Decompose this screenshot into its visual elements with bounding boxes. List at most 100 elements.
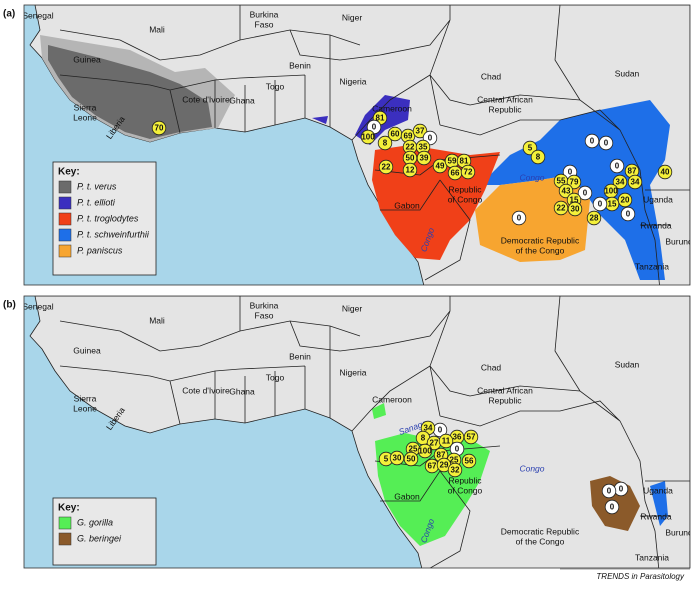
site-marker	[522, 140, 538, 156]
site-value: 0	[610, 503, 615, 512]
place-label: Republic	[448, 475, 482, 485]
site-value: 29	[440, 461, 449, 470]
site-value: 67	[428, 462, 437, 471]
site-value: 12	[406, 166, 415, 175]
site: 0	[592, 196, 608, 212]
place-label: Benin	[289, 60, 311, 70]
site-marker	[598, 135, 614, 151]
site-value: 66	[451, 169, 460, 178]
site-value: 8	[421, 434, 426, 443]
site-value: 27	[430, 439, 439, 448]
site: 12	[402, 162, 418, 178]
site: 0	[609, 158, 625, 174]
place-label: of Congo	[448, 485, 483, 495]
site: 11	[438, 433, 454, 449]
site-value: 55	[557, 177, 566, 186]
panel-frame	[23, 4, 691, 286]
site: 0	[584, 133, 600, 149]
site-value: 34	[631, 178, 640, 187]
site: 30	[567, 201, 583, 217]
site-value: 0	[568, 168, 573, 177]
site-value: 36	[453, 433, 462, 442]
key-swatch	[58, 196, 72, 210]
site-value: 0	[455, 445, 460, 454]
site-marker	[378, 159, 394, 175]
site-value: 11	[442, 437, 451, 446]
site-marker	[438, 433, 454, 449]
site: 15	[604, 196, 620, 212]
site-marker	[577, 185, 593, 201]
place-label: Burundi	[665, 236, 692, 246]
key-title: Key:	[58, 167, 80, 178]
site: 8	[530, 149, 546, 165]
site: 20	[617, 192, 633, 208]
place-label: Senegal	[22, 301, 53, 311]
site-marker	[612, 174, 628, 190]
place-label: Democratic Republic	[501, 235, 580, 245]
site: 34	[627, 174, 643, 190]
panel-label: (b)	[3, 300, 16, 311]
place-label: Sierra	[74, 393, 97, 403]
site-marker	[403, 451, 419, 467]
site-marker	[389, 450, 405, 466]
site: 100	[603, 183, 618, 199]
site-value: 56	[465, 457, 474, 466]
site-value: 0	[372, 123, 377, 132]
key-swatch	[58, 244, 72, 258]
site-marker	[151, 120, 167, 136]
site: 67	[424, 458, 440, 474]
site: 8	[377, 135, 393, 151]
site: 34	[612, 174, 628, 190]
place-label: Nigeria	[340, 367, 367, 377]
site-marker	[463, 429, 479, 445]
range-area	[475, 175, 590, 262]
site: 56	[461, 453, 477, 469]
site-value: 100	[418, 447, 432, 456]
site: 0	[613, 481, 629, 497]
site-marker	[566, 174, 582, 190]
place-label: Togo	[266, 372, 285, 382]
site-value: 15	[570, 196, 579, 205]
place-label: Sudan	[615, 68, 640, 78]
place-label: Uganda	[643, 194, 673, 204]
site: 22	[553, 200, 569, 216]
site: 0	[620, 206, 636, 222]
site: 0	[511, 210, 527, 226]
site-value: 25	[409, 445, 418, 454]
site: 5	[522, 140, 538, 156]
place-label: Faso	[255, 310, 274, 320]
site-value: 60	[391, 130, 400, 139]
place-label: Republic	[448, 184, 482, 194]
range-area	[312, 95, 410, 145]
place-label: Faso	[255, 19, 274, 29]
site-value: 0	[598, 200, 603, 209]
place-label: Benin	[289, 351, 311, 361]
site: 37	[412, 123, 428, 139]
key-swatch	[58, 228, 72, 242]
place-label: Rwanda	[640, 220, 671, 230]
site-value: 15	[608, 200, 617, 209]
site-value: 30	[571, 205, 580, 214]
site: 0	[577, 185, 593, 201]
site-marker	[447, 462, 463, 478]
site: 28	[586, 210, 602, 226]
place-label: Guinea	[73, 345, 101, 355]
site-value: 30	[393, 454, 402, 463]
site: 100	[360, 129, 375, 145]
site-marker	[461, 453, 477, 469]
site: 40	[657, 164, 673, 180]
site-value: 79	[570, 178, 579, 187]
site-value: 0	[626, 210, 631, 219]
site: 100	[417, 443, 432, 459]
site-marker	[604, 499, 620, 515]
site-value: 81	[376, 114, 385, 123]
place-label: Chad	[481, 362, 502, 372]
site-value: 8	[383, 139, 388, 148]
place-label: Gabon	[394, 491, 420, 501]
site-marker	[377, 135, 393, 151]
site: 0	[604, 499, 620, 515]
site-value: 0	[590, 137, 595, 146]
